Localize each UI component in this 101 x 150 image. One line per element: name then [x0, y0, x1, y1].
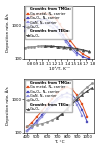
- Y-axis label: Deposition rate, Å/s: Deposition rate, Å/s: [6, 13, 10, 52]
- Legend: Growths from TMGa:, Ga metal, N₂ carrier, Ga₂O₃, N₂ carrier, GaN, N₂ carrier, Ga: Growths from TMGa:, Ga metal, N₂ carrier…: [25, 6, 72, 39]
- Legend: Growths from TMGa:, Ga metal, N₂ carrier, Ga₂O₃, N₂ carrier, GaN, N₂ carrier, Ga: Growths from TMGa:, Ga metal, N₂ carrier…: [25, 80, 72, 112]
- Y-axis label: Deposition rate, Å/s: Deposition rate, Å/s: [6, 87, 10, 125]
- X-axis label: 10³/T, K⁻¹: 10³/T, K⁻¹: [49, 67, 69, 71]
- X-axis label: T, °C: T, °C: [54, 140, 64, 144]
